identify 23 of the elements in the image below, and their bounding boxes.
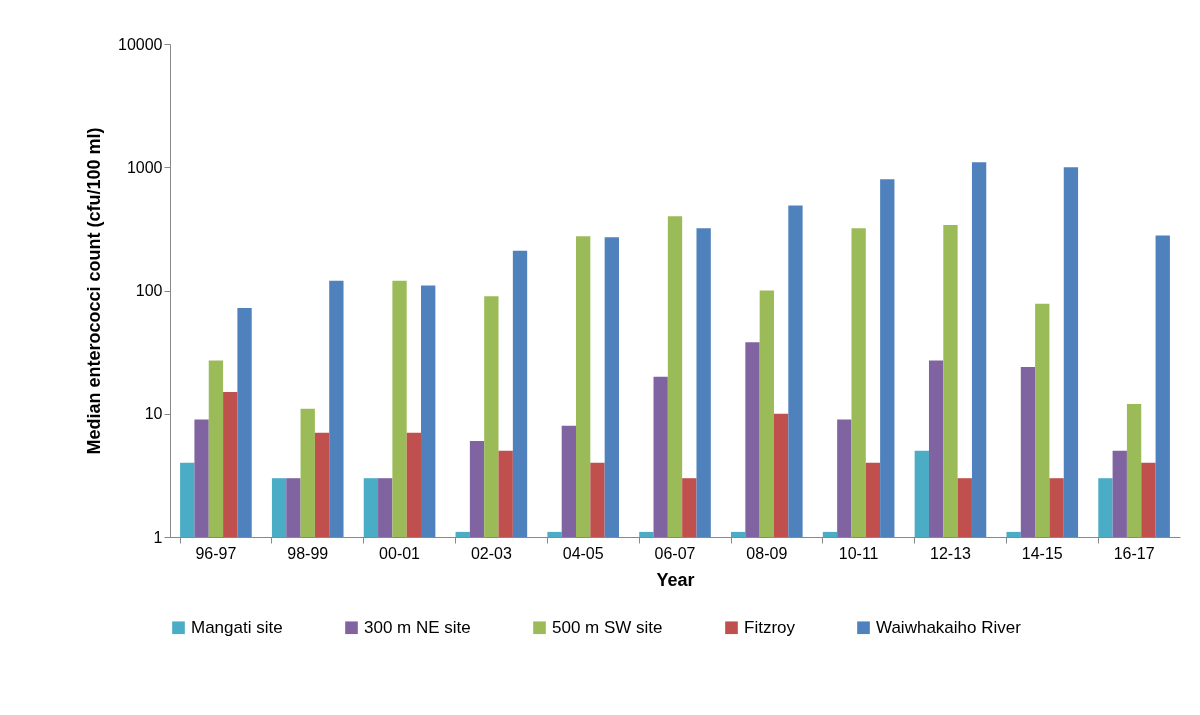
legend-label: 300 m NE site	[364, 617, 471, 637]
y-axis-title: Median enterococci count (cfu/100 ml)	[84, 127, 105, 455]
legend-label: 500 m SW site	[552, 617, 663, 637]
y-tick-label: 1	[153, 528, 163, 546]
x-axis-title: Year	[656, 569, 695, 590]
legend-label: Mangati site	[191, 617, 283, 637]
y-tick-label: 10000	[118, 35, 163, 53]
x-tick-label: 06-07	[654, 544, 696, 562]
x-tick-label: 04-05	[562, 544, 604, 562]
legend-label: Waiwhakaiho River	[876, 617, 1022, 637]
x-tick-label: 16-17	[1113, 544, 1155, 562]
x-tick-label: 02-03	[470, 544, 512, 562]
x-tick-label: 12-13	[929, 544, 972, 562]
x-tick-label: 00-01	[379, 544, 421, 562]
x-tick-label: 14-15	[1021, 544, 1063, 562]
y-tick-label: 1000	[126, 158, 163, 176]
y-tick-label: 10	[144, 405, 163, 423]
x-tick-label: 08-09	[746, 544, 788, 562]
x-tick-label: 10-11	[838, 544, 879, 562]
y-tick-label: 100	[135, 282, 163, 299]
x-tick-label: 96-97	[195, 544, 237, 562]
legend-label: Fitzroy	[744, 617, 796, 637]
x-tick-label: 98-99	[287, 544, 329, 562]
